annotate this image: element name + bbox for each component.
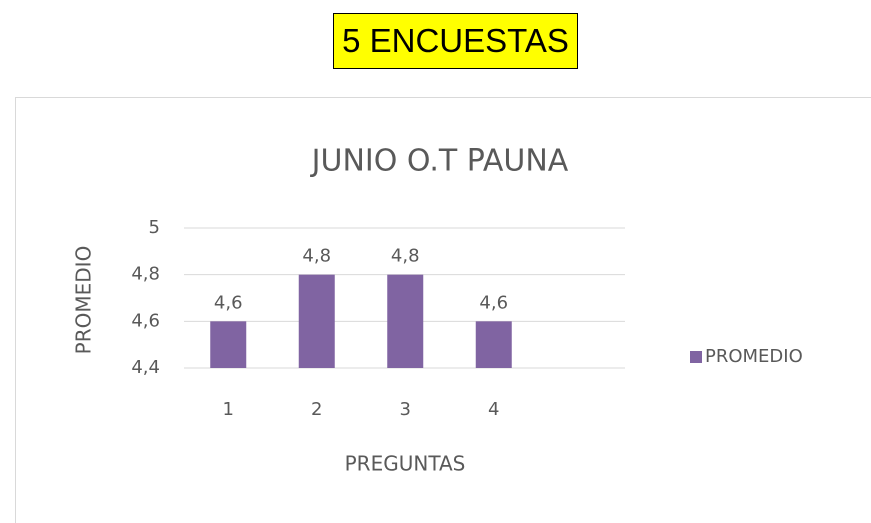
bar: [475, 321, 512, 368]
chart-title: JUNIO O.T PAUNA: [310, 144, 569, 179]
data-label: 4,6: [214, 292, 243, 313]
x-tick-label: 2: [311, 399, 322, 420]
x-tick-label: 1: [223, 399, 234, 420]
y-tick-label: 4,4: [131, 357, 160, 378]
bar: [387, 274, 424, 368]
x-tick-label: 4: [488, 399, 499, 420]
x-axis-label: PREGUNTAS: [345, 452, 466, 476]
data-label: 4,8: [302, 246, 331, 267]
chart-frame: [15, 97, 871, 523]
data-label: 4,6: [479, 292, 508, 313]
y-tick-label: 4,8: [131, 264, 160, 285]
y-tick-label: 5: [149, 217, 160, 238]
y-tick-label: 4,6: [131, 310, 160, 331]
legend-swatch: [690, 351, 702, 363]
legend-label: PROMEDIO: [705, 346, 803, 367]
bar: [298, 274, 335, 368]
data-label: 4,8: [391, 246, 420, 267]
x-tick-label: 3: [400, 399, 411, 420]
y-axis-label: PROMEDIO: [72, 246, 96, 355]
bar: [210, 321, 247, 368]
header-title: 5 ENCUESTAS: [333, 13, 578, 69]
